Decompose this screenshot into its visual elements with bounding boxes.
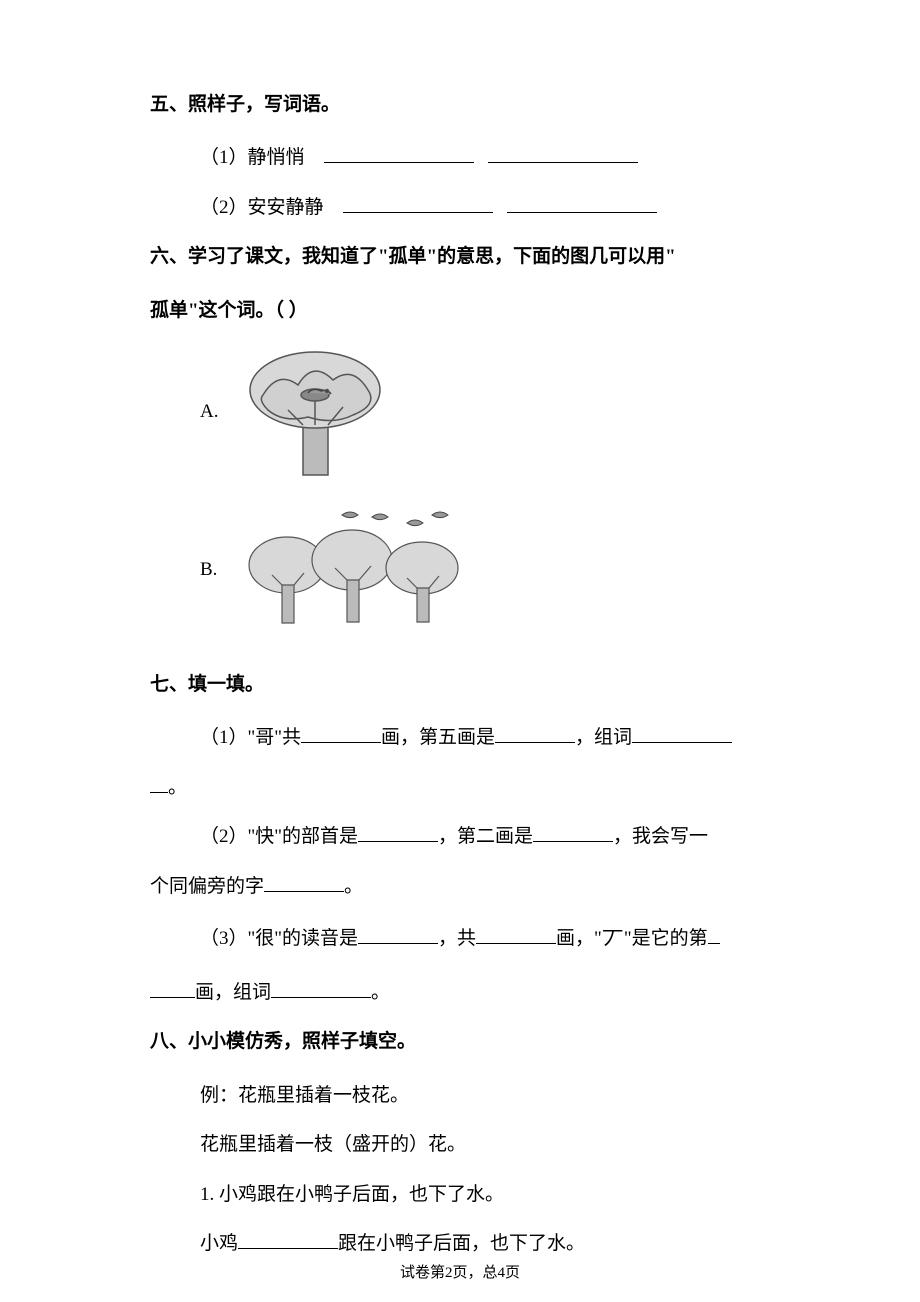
q7-item3-c: 画，" [556,928,602,949]
q7-item2-blank2[interactable] [533,823,613,842]
q7-item3-blank4[interactable] [271,979,371,998]
q7-item1-period: 。 [168,777,187,798]
q5-item2-blank2[interactable] [507,194,657,213]
q5-item2-blank1[interactable] [343,194,493,213]
q6-header-line2: 孤单"这个词。（ ） [150,286,770,335]
q7-item1-blank3[interactable] [632,724,732,743]
q7-item2: （2）"快"的部首是 ，第二画是 ，我会写一 [150,812,770,861]
q7-item3-d: "是它的第 [624,928,708,949]
q5-header: 五、照样子，写词语。 [150,80,770,129]
q7-item2-line2a: 个同偏旁的字 [150,876,264,897]
q5-item1: （1）静悄悄 [150,133,770,182]
q7-header: 七、填一填。 [150,660,770,709]
q7-item1-blank1[interactable] [301,724,381,743]
q7-item3-blank2[interactable] [476,925,556,944]
q7-item2-b: ，第二画是 [438,826,533,847]
q7-item2-line2b: 。 [344,876,363,897]
q5-item1-blank1[interactable] [324,144,474,163]
q6-header-line1: 六、学习了课文，我知道了"孤单"的意思，下面的图几可以用" [150,232,770,281]
q8-item1-blank[interactable] [238,1230,338,1249]
q6-option-a[interactable]: A. [150,345,770,480]
q6-option-b[interactable]: B. [150,505,770,635]
q7-item3-line2a: 画，组词 [195,982,271,1003]
q8-item1-fill-b: 跟在小鸭子后面，也下了水。 [338,1233,585,1254]
q7-item3-line2b: 。 [371,982,390,1003]
q7-item1-b: 画，第五画是 [381,727,495,748]
q5-item2: （2）安安静静 [150,183,770,232]
q7-item1-c: ，组词 [575,727,632,748]
q7-item1-blank3-cont[interactable] [150,792,168,793]
single-tree-bird-icon [233,345,413,480]
q5-item1-prefix: （1）静悄悄 [200,147,305,168]
q7-item3-a: （3）"很"的读音是 [200,928,358,949]
q8-example-filled: 花瓶里插着一枝（盛开的）花。 [150,1120,770,1169]
q7-item3-blank1[interactable] [358,925,438,944]
q7-item2-c: ，我会写一 [613,826,708,847]
q7-item3-blank3b[interactable] [150,997,195,998]
q8-example: 例：花瓶里插着一枝花。 [150,1071,770,1120]
q7-item3: （3）"很"的读音是 ，共 画，"丆"是它的第 [150,911,770,968]
q8-header: 八、小小模仿秀，照样子填空。 [150,1017,770,1066]
q7-item3-blank3a[interactable] [708,943,720,944]
q7-item2-blank3[interactable] [264,873,344,892]
q8-item1: 1. 小鸡跟在小鸭子后面，也下了水。 [150,1170,770,1219]
many-trees-birds-icon [232,505,472,635]
stroke-glyph-icon: 丆 [602,911,624,968]
q6-optA-label: A. [200,401,218,423]
q6-optB-label: B. [200,559,217,581]
q7-item1-a: （1）"哥"共 [200,727,301,748]
q5-item1-blank2[interactable] [488,144,638,163]
q7-item2-a: （2）"快"的部首是 [200,826,358,847]
q7-item1: （1）"哥"共 画，第五画是 ，组词 [150,713,770,762]
q8-item1-fill-a: 小鸡 [200,1233,238,1254]
q5-item2-prefix: （2）安安静静 [200,197,324,218]
q7-item1-end: 。 [150,763,770,812]
page-footer: 试卷第2页，总4页 [0,1261,920,1282]
q7-item3-line2: 画，组词 。 [150,968,770,1017]
q7-item2-blank1[interactable] [358,823,438,842]
q7-item3-b: ，共 [438,928,476,949]
q7-item1-blank2[interactable] [495,724,575,743]
q7-item2-line2: 个同偏旁的字 。 [150,862,770,911]
